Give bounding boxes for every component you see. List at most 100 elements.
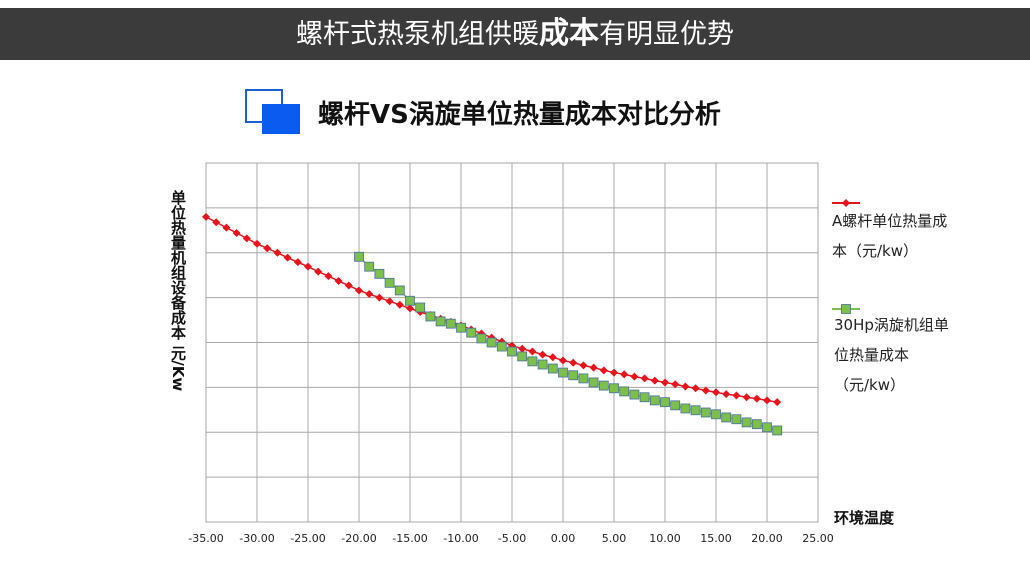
data-point xyxy=(406,304,414,313)
data-point xyxy=(263,244,272,253)
data-point xyxy=(385,297,394,306)
x-axis-label: 环境温度 xyxy=(834,509,895,527)
data-point xyxy=(661,378,669,387)
data-point xyxy=(538,350,547,359)
data-point xyxy=(548,353,557,362)
data-point xyxy=(609,383,619,394)
data-point xyxy=(752,394,761,403)
data-point xyxy=(253,239,261,248)
data-point xyxy=(314,267,323,276)
x-tick-label: 10.00 xyxy=(649,532,681,545)
data-point xyxy=(517,351,528,362)
x-tick-label: 20.00 xyxy=(751,532,783,545)
data-point xyxy=(559,356,567,365)
data-point xyxy=(680,403,691,414)
data-point xyxy=(701,386,710,395)
data-point xyxy=(671,380,680,389)
data-point xyxy=(742,393,751,402)
data-point xyxy=(629,389,640,400)
x-tick-label: 5.00 xyxy=(602,532,627,545)
data-point xyxy=(374,268,385,279)
data-point xyxy=(242,234,251,243)
data-point xyxy=(763,396,771,405)
data-point xyxy=(405,295,415,306)
data-point xyxy=(304,262,312,271)
x-tick-label: -35.00 xyxy=(188,532,223,545)
data-point xyxy=(435,316,446,327)
data-point xyxy=(384,277,395,288)
data-point xyxy=(640,374,649,383)
data-point xyxy=(772,425,783,436)
data-point xyxy=(569,358,578,367)
data-point xyxy=(354,251,364,262)
y-axis-label: 单位热量机组设备成本 元/Kw xyxy=(169,190,187,392)
data-point xyxy=(466,327,477,338)
x-tick-label: 15.00 xyxy=(700,532,732,545)
header-title: 螺杆式热泵机组供暖 xyxy=(296,19,539,50)
data-point xyxy=(721,412,732,423)
title-icon xyxy=(262,104,300,134)
x-tick-label: -5.00 xyxy=(498,532,526,545)
legend-marker xyxy=(841,304,851,314)
data-point xyxy=(722,390,731,399)
data-point xyxy=(283,253,292,262)
data-point xyxy=(691,384,700,393)
data-point xyxy=(639,392,650,403)
data-point xyxy=(364,261,375,272)
data-point xyxy=(712,388,720,397)
legend-label: A螺杆单位热量成本（元/kw） xyxy=(832,212,948,260)
data-point xyxy=(660,397,670,408)
data-point xyxy=(212,218,221,227)
data-point xyxy=(537,359,548,370)
x-tick-label: -20.00 xyxy=(341,532,376,545)
data-point xyxy=(547,363,558,374)
data-point xyxy=(456,322,466,333)
data-point xyxy=(731,414,742,425)
data-point xyxy=(528,347,537,356)
data-point xyxy=(751,419,762,430)
x-tick-label: -10.00 xyxy=(443,532,478,545)
data-point xyxy=(476,333,487,344)
data-point xyxy=(773,398,782,407)
legend-key xyxy=(832,304,860,314)
data-point xyxy=(496,341,507,352)
data-point xyxy=(425,311,436,322)
data-point xyxy=(681,382,690,391)
data-point xyxy=(630,372,639,381)
data-point xyxy=(202,212,210,221)
data-point xyxy=(620,370,629,379)
x-tick-label: -15.00 xyxy=(392,532,427,545)
x-tick-label: -25.00 xyxy=(290,532,325,545)
data-point xyxy=(324,272,333,281)
chart-title: 螺杆VS涡旋单位热量成本对比分析 xyxy=(318,100,721,130)
data-point xyxy=(598,380,609,391)
data-point xyxy=(518,344,527,353)
data-point xyxy=(232,229,241,238)
legend-label: 30Hp涡旋机组单位热量成本（元/kw） xyxy=(834,316,949,394)
data-point xyxy=(293,258,302,267)
x-tick-label: 0.00 xyxy=(551,532,576,545)
data-point xyxy=(568,370,579,381)
data-point xyxy=(445,318,456,329)
data-point xyxy=(610,368,618,377)
data-point xyxy=(334,277,343,286)
data-point xyxy=(558,367,568,378)
data-point xyxy=(732,391,741,400)
data-point xyxy=(365,290,374,299)
header-title-emphasis: 成本 xyxy=(539,16,599,51)
data-point xyxy=(741,417,752,428)
data-point xyxy=(273,248,282,257)
data-point xyxy=(395,300,404,309)
data-point xyxy=(762,422,772,433)
data-point xyxy=(355,286,363,295)
data-point xyxy=(486,337,497,348)
data-point xyxy=(589,363,598,372)
x-tick-label: 25.00 xyxy=(802,532,834,545)
data-point xyxy=(619,386,630,397)
data-point xyxy=(415,302,426,313)
data-point xyxy=(507,346,517,357)
x-tick-label: -30.00 xyxy=(239,532,274,545)
legend-marker xyxy=(842,199,850,207)
